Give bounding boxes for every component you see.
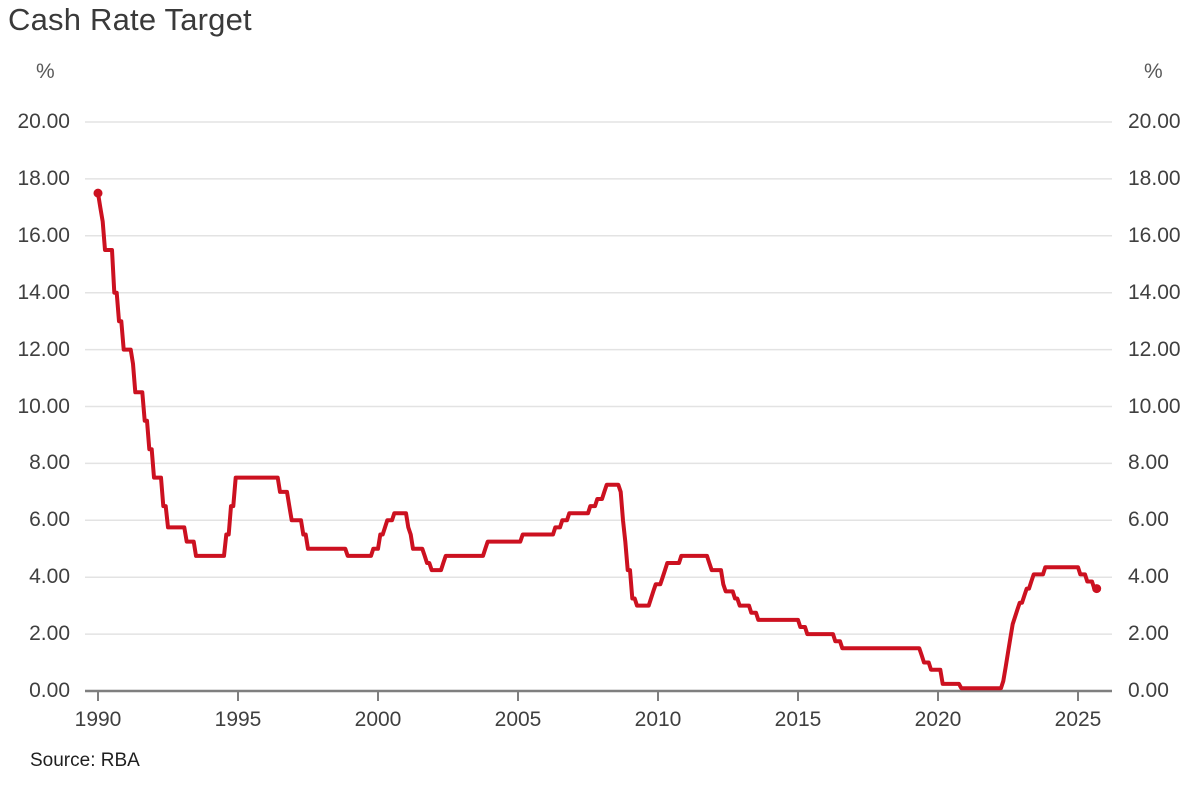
series-start-marker <box>93 188 103 198</box>
x-tick-label: 2020 <box>914 708 962 731</box>
y-tick-label-right: 14.00 <box>1128 280 1181 304</box>
y-tick-label-right: 20.00 <box>1128 110 1181 133</box>
y-tick-label-left: 4.00 <box>29 565 70 589</box>
x-tick-label: 1990 <box>74 708 122 731</box>
y-tick-label-left: 8.00 <box>29 451 70 475</box>
y-tick-label-left: 20.00 <box>17 110 70 133</box>
chart-title: Cash Rate Target <box>8 2 252 37</box>
y-tick-label-left: 0.00 <box>29 679 70 702</box>
x-tick-label: 2010 <box>634 708 682 731</box>
x-tick-label: 2000 <box>354 708 402 731</box>
y-tick-label-left: 14.00 <box>17 280 70 304</box>
x-tick-label: 2015 <box>774 708 822 731</box>
source-note: Source: RBA <box>30 750 140 771</box>
y-tick-label-right: 8.00 <box>1128 451 1169 475</box>
y-tick-label-left: 18.00 <box>17 166 70 190</box>
x-tick-label: 2005 <box>494 708 542 731</box>
x-tick-label: 2025 <box>1054 708 1102 731</box>
y-tick-label-right: 4.00 <box>1128 565 1169 589</box>
series-end-marker <box>1092 584 1102 594</box>
y-tick-label-left: 2.00 <box>29 622 70 646</box>
y-tick-label-right: 6.00 <box>1128 508 1169 532</box>
y-tick-label-right: 10.00 <box>1128 394 1181 418</box>
x-tick-label: 1995 <box>214 708 262 731</box>
y-tick-label-left: 12.00 <box>17 337 70 361</box>
cash-rate-line <box>96 191 1099 691</box>
y-tick-label-left: 6.00 <box>29 508 70 532</box>
y-axis-unit-right: % <box>1144 60 1163 83</box>
y-tick-label-right: 2.00 <box>1128 622 1169 646</box>
y-axis-unit-left: % <box>36 60 55 83</box>
y-tick-label-right: 18.00 <box>1128 166 1181 190</box>
y-tick-label-left: 16.00 <box>17 223 70 247</box>
y-tick-label-right: 0.00 <box>1128 679 1169 702</box>
y-tick-label-left: 10.00 <box>17 394 70 418</box>
y-tick-label-right: 12.00 <box>1128 337 1181 361</box>
y-tick-label-right: 16.00 <box>1128 223 1181 247</box>
